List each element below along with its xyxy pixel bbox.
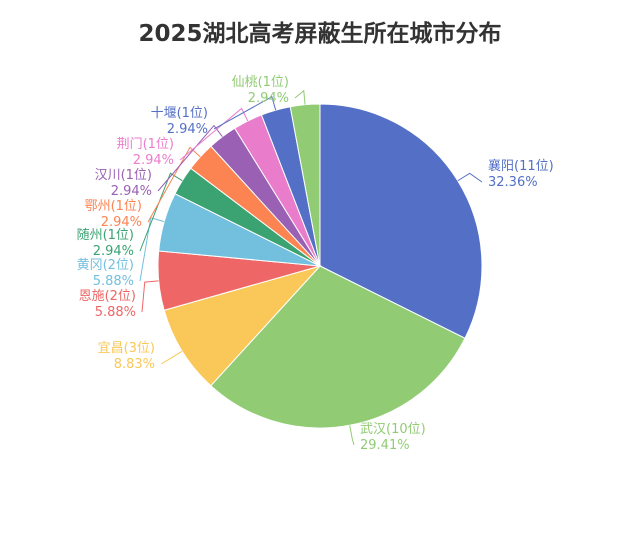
slice-name-label: 恩施(2位) — [79, 289, 136, 304]
leader-line — [147, 146, 201, 223]
slice-percent-label: 2.94% — [93, 244, 134, 259]
slice-name-label: 汉川(1位) — [95, 168, 152, 183]
pie-slice — [163, 265, 322, 387]
slice-name-label: 鄂州(1位) — [85, 199, 142, 214]
slice-name-label: 武汉(10位) — [360, 422, 426, 437]
chart-title: 2025湖北高考屏蔽生所在城市分布 — [138, 21, 502, 47]
leader-line — [157, 124, 223, 192]
leader-line — [139, 172, 183, 252]
pie-slice — [319, 103, 483, 339]
slice-percent-label: 2.94% — [133, 153, 174, 168]
slice-percent-label: 5.88% — [93, 274, 134, 289]
leader-line — [213, 95, 277, 130]
slice-percent-label: 29.41% — [360, 438, 410, 453]
slice-name-label: 随州(1位) — [77, 228, 134, 243]
slice-percent-label: 2.94% — [167, 122, 208, 137]
slice-name-label: 襄阳(11位) — [488, 158, 554, 174]
leader-line — [294, 89, 306, 105]
leader-line — [141, 280, 159, 313]
leader-line — [179, 107, 249, 161]
slice-percent-label: 8.83% — [114, 357, 155, 372]
leader-line — [160, 350, 183, 365]
slice-name-label: 黄冈(2位) — [77, 258, 134, 273]
slice-percent-label: 32.36% — [488, 175, 538, 190]
slice-percent-label: 2.94% — [111, 184, 152, 199]
slice-percent-label: 2.94% — [101, 215, 142, 230]
slice-name-label: 仙桃(1位) — [232, 75, 289, 90]
slice-percent-label: 2.94% — [248, 91, 289, 106]
slice-name-label: 十堰(1位) — [151, 106, 208, 121]
pie-slice — [210, 265, 466, 429]
leader-line — [349, 425, 355, 446]
leader-line — [457, 172, 483, 183]
slice-name-label: 宜昌(3位) — [98, 341, 155, 356]
slice-percent-label: 5.88% — [95, 305, 136, 320]
slice-name-label: 荆门(1位) — [117, 136, 174, 152]
